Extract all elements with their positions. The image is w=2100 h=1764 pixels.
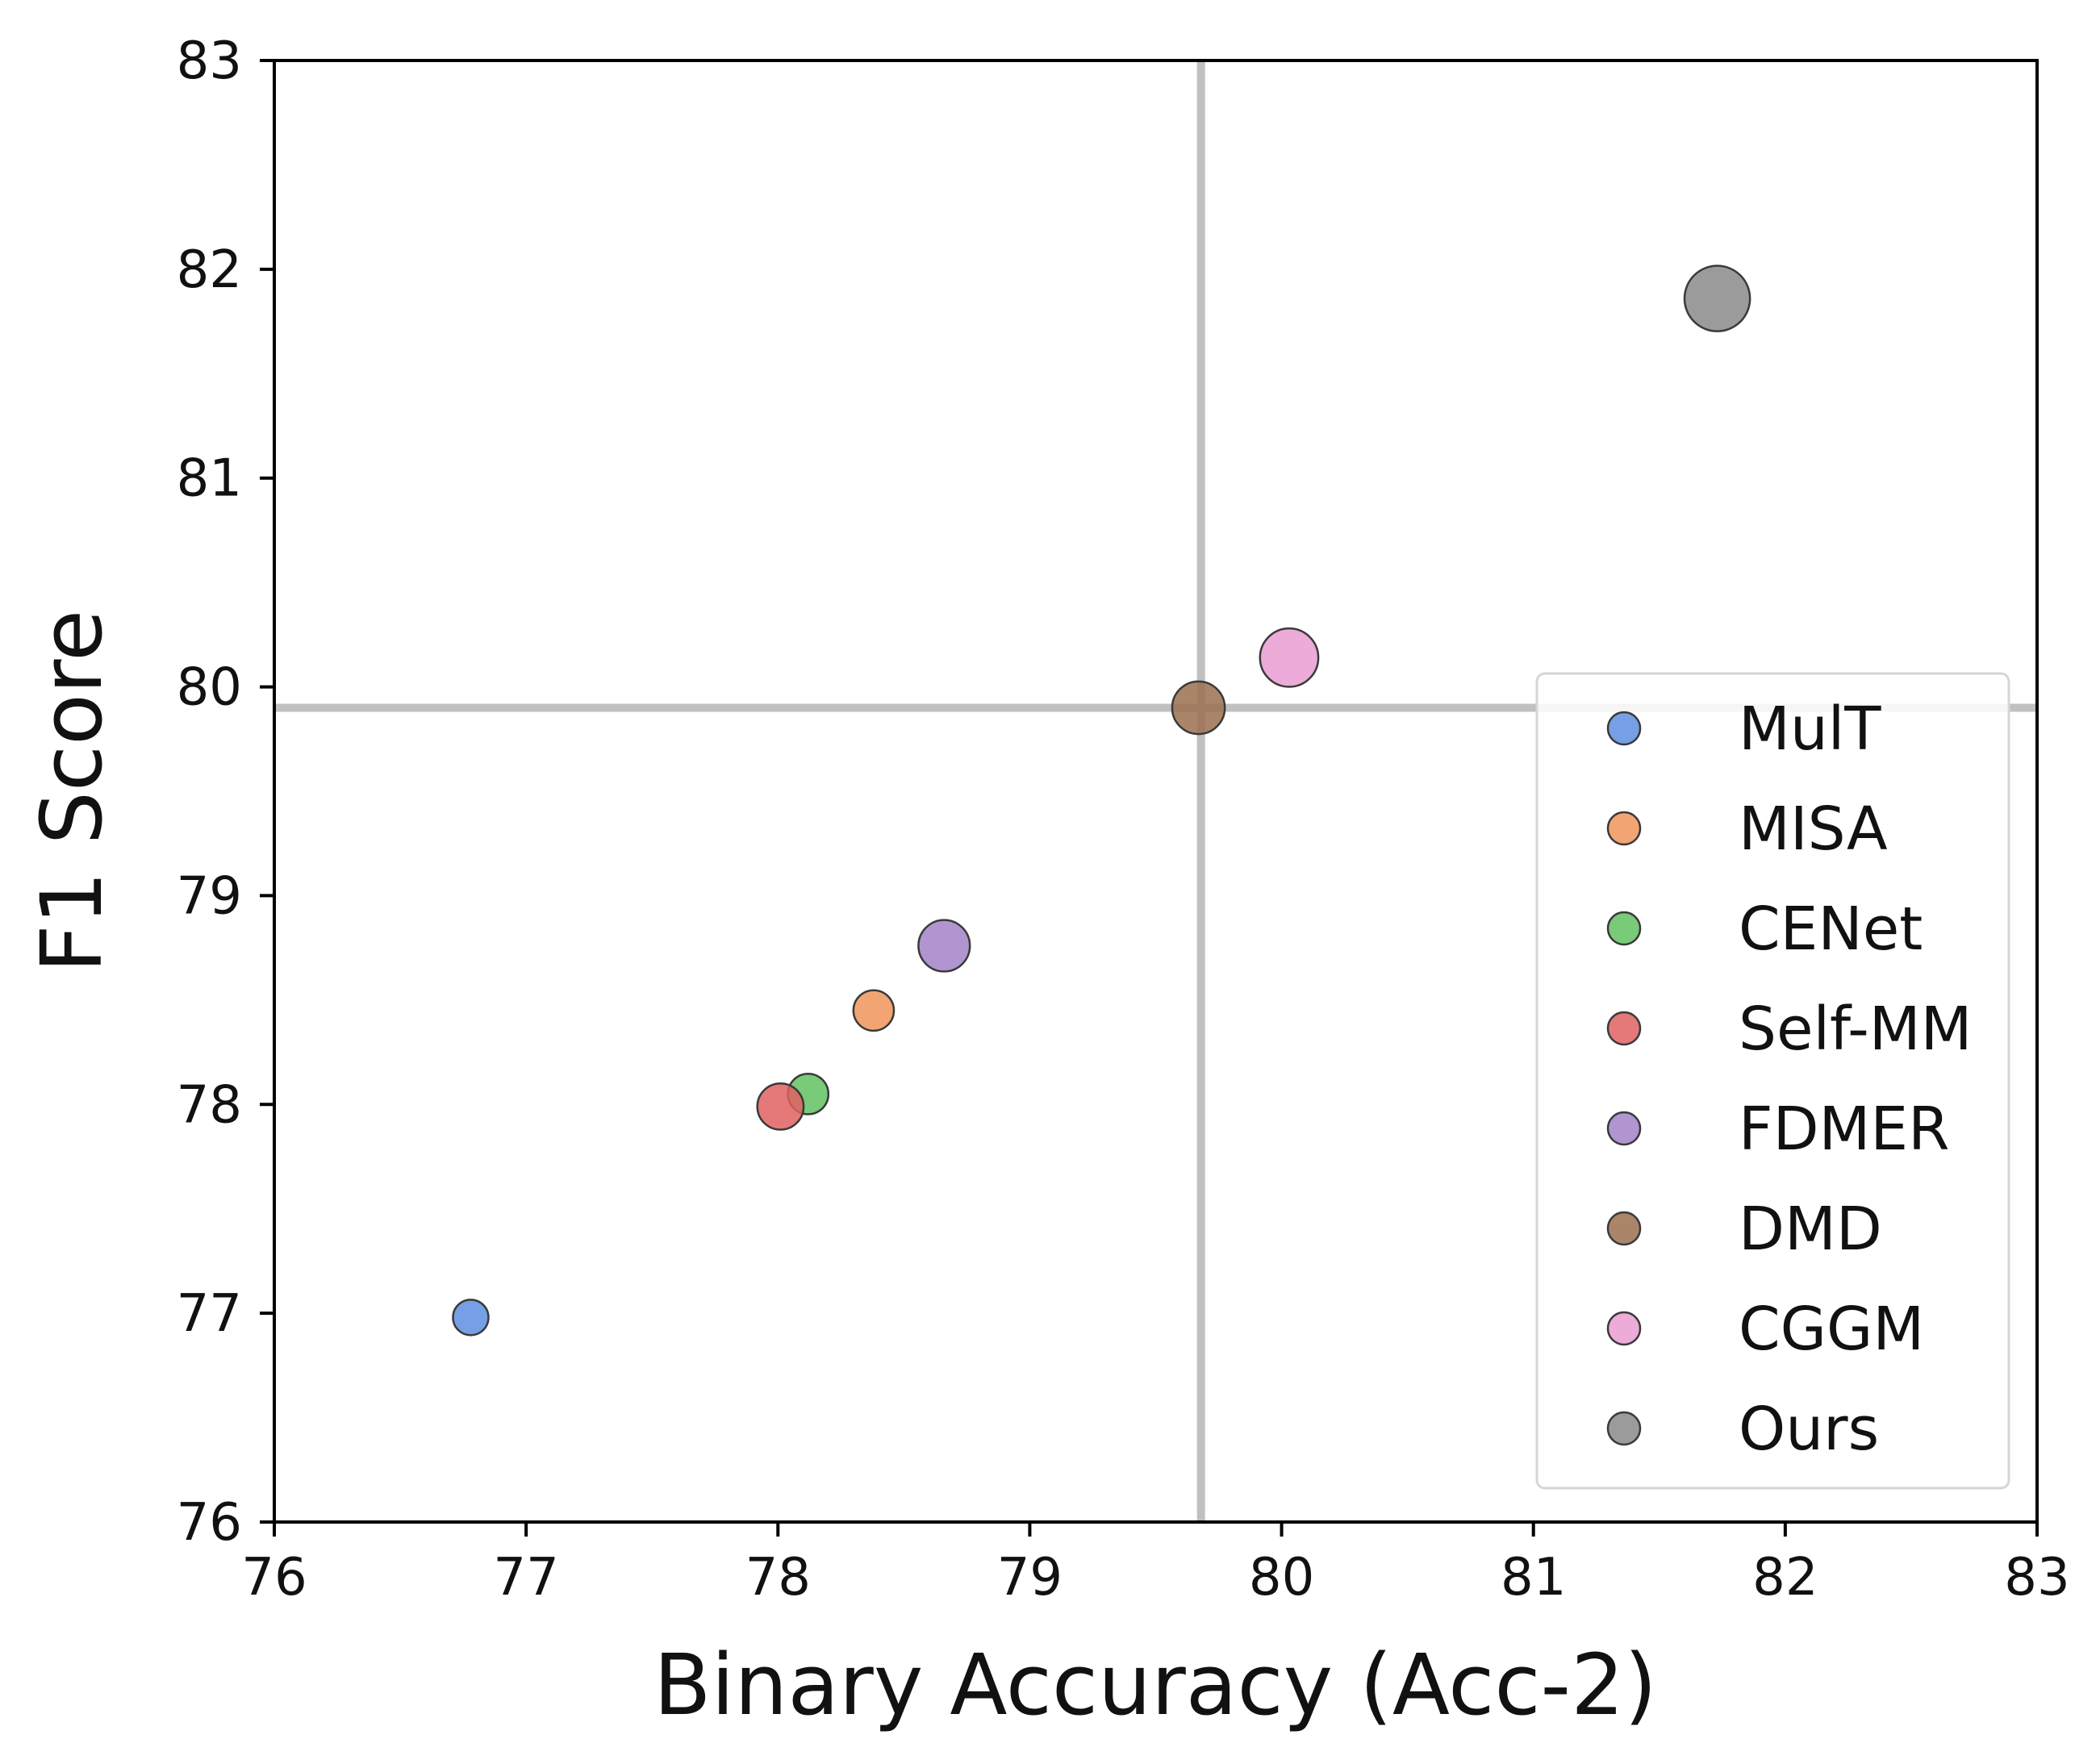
data-points xyxy=(452,265,1751,1337)
point-ours xyxy=(1683,265,1751,332)
legend-label: MISA xyxy=(1739,794,1888,864)
legend-marker xyxy=(1606,1411,1642,1446)
x-tick-label: 82 xyxy=(1752,1548,1818,1608)
legend-label: CENet xyxy=(1739,895,1923,964)
x-tick-label: 81 xyxy=(1501,1548,1566,1608)
legend-marker xyxy=(1606,911,1642,946)
x-axis-ticks: 76 77 78 79 80 81 82 83 xyxy=(241,1522,2070,1608)
y-tick-label: 80 xyxy=(177,658,242,718)
legend-marker xyxy=(1606,711,1642,746)
y-tick-label: 77 xyxy=(177,1284,242,1344)
point-self-mm xyxy=(756,1082,805,1131)
y-tick-label: 78 xyxy=(177,1075,242,1135)
y-tick-label: 76 xyxy=(177,1493,242,1553)
x-tick-label: 78 xyxy=(745,1548,811,1608)
legend-items: MulT MISA CENet Self-MM FDMER DMD CGGM Ours xyxy=(1606,694,1972,1464)
point-mult xyxy=(452,1299,490,1337)
x-axis-title: Binary Accuracy (Acc-2) xyxy=(653,1636,1657,1734)
x-tick-label: 79 xyxy=(997,1548,1063,1608)
legend-label: Ours xyxy=(1739,1395,1879,1464)
x-tick-label: 77 xyxy=(493,1548,558,1608)
legend-marker xyxy=(1606,811,1642,846)
legend-label: FDMER xyxy=(1739,1095,1950,1164)
y-axis-ticks: 76 77 78 79 80 81 82 83 xyxy=(177,31,274,1553)
point-fdmer xyxy=(917,919,971,973)
point-misa xyxy=(852,989,896,1032)
legend-box xyxy=(1535,672,2010,1490)
y-tick-label: 83 xyxy=(177,31,242,91)
x-tick-label: 76 xyxy=(241,1548,307,1608)
legend-marker xyxy=(1606,1111,1642,1146)
y-axis-title: F1 Score xyxy=(23,610,121,973)
legend-marker xyxy=(1606,1211,1642,1246)
legend-label: Self-MM xyxy=(1739,995,1972,1064)
y-tick-label: 82 xyxy=(177,240,242,300)
legend-marker xyxy=(1606,1311,1642,1346)
y-tick-label: 79 xyxy=(177,866,242,926)
x-tick-label: 80 xyxy=(1249,1548,1314,1608)
legend-label: DMD xyxy=(1739,1195,1882,1264)
x-tick-label: 83 xyxy=(2004,1548,2069,1608)
plot-area-frame xyxy=(273,59,2039,1524)
point-cggm xyxy=(1259,627,1320,688)
legend-label: MulT xyxy=(1739,694,1881,764)
y-tick-label: 81 xyxy=(177,449,242,509)
legend: MulT MISA CENet Self-MM FDMER DMD CGGM Ours xyxy=(1535,672,2010,1490)
point-dmd xyxy=(1171,680,1226,736)
legend-label: CGGM xyxy=(1739,1295,1924,1364)
legend-marker xyxy=(1606,1011,1642,1046)
